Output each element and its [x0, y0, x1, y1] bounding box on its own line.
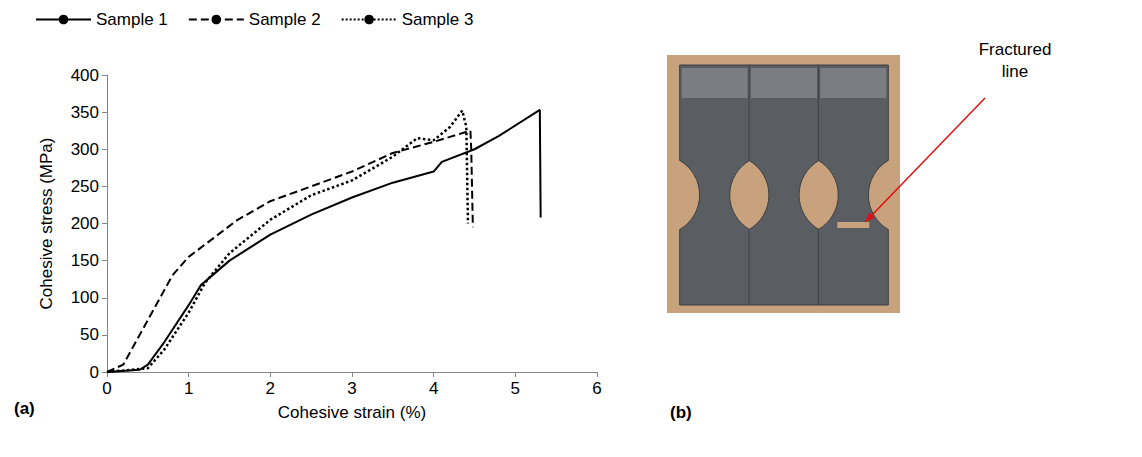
svg-text:250: 250	[71, 177, 99, 196]
svg-text:300: 300	[71, 140, 99, 159]
svg-text:Cohesive stress (MPa): Cohesive stress (MPa)	[37, 138, 56, 310]
svg-text:4: 4	[429, 379, 438, 398]
svg-text:100: 100	[71, 288, 99, 307]
svg-text:1: 1	[184, 379, 193, 398]
svg-text:50: 50	[80, 325, 99, 344]
svg-text:400: 400	[71, 66, 99, 85]
svg-text:0: 0	[90, 363, 99, 382]
svg-text:350: 350	[71, 103, 99, 122]
svg-text:(b): (b)	[670, 403, 692, 422]
svg-text:(a): (a)	[14, 399, 35, 418]
svg-text:5: 5	[511, 379, 520, 398]
svg-text:Sample 2: Sample 2	[249, 10, 321, 29]
svg-text:3: 3	[347, 379, 356, 398]
svg-text:2: 2	[266, 379, 275, 398]
svg-text:0: 0	[102, 379, 111, 398]
svg-text:150: 150	[71, 251, 99, 270]
svg-text:Cohesive strain (%): Cohesive strain (%)	[278, 403, 426, 422]
svg-text:Fracturedline: Fracturedline	[979, 40, 1052, 81]
svg-text:200: 200	[71, 214, 99, 233]
svg-text:6: 6	[592, 379, 601, 398]
svg-text:Sample 1: Sample 1	[96, 10, 168, 29]
svg-text:Sample 3: Sample 3	[402, 10, 474, 29]
